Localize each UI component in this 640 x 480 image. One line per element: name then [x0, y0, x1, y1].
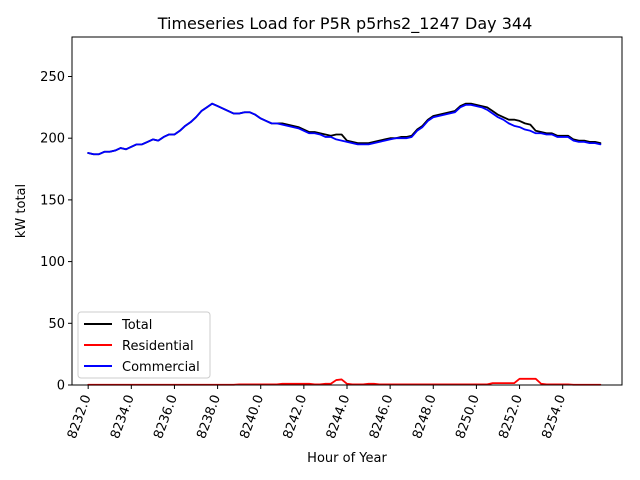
- x-tick-label: 8246.0: [367, 393, 397, 441]
- legend-label-total: Total: [121, 318, 152, 333]
- y-tick-label: 150: [40, 193, 65, 208]
- x-tick-label: 8234.0: [108, 393, 138, 441]
- x-tick-label: 8232.0: [65, 393, 95, 441]
- series-line-commercial: [87, 102, 602, 156]
- chart-title: Timeseries Load for P5R p5rhs2_1247 Day …: [157, 14, 533, 34]
- y-axis-label: kW total: [14, 184, 29, 238]
- x-tick-label: 8244.0: [324, 393, 354, 441]
- y-tick-label: 250: [40, 70, 65, 85]
- x-tick-label: 8254.0: [539, 393, 569, 441]
- y-tick-label: 0: [57, 379, 65, 394]
- y-tick-label: 100: [40, 255, 65, 270]
- legend-label-residential: Residential: [122, 339, 194, 354]
- x-tick-label: 8252.0: [496, 393, 526, 441]
- x-tick-label: 8236.0: [151, 393, 181, 441]
- x-tick-label: 8248.0: [410, 393, 440, 441]
- series-line-residential: [87, 377, 602, 386]
- x-axis-label: Hour of Year: [307, 451, 387, 466]
- x-tick-label: 8238.0: [194, 393, 224, 441]
- legend-box: [77, 311, 211, 379]
- x-tick-label: 8242.0: [281, 393, 311, 441]
- y-tick-label: 200: [40, 132, 65, 147]
- legend: Total Residential Commercial: [77, 311, 211, 379]
- y-tick-label: 50: [48, 317, 65, 332]
- legend-label-commercial: Commercial: [122, 360, 200, 375]
- x-tick-label: 8250.0: [453, 393, 483, 441]
- x-tick-label: 8240.0: [237, 393, 267, 441]
